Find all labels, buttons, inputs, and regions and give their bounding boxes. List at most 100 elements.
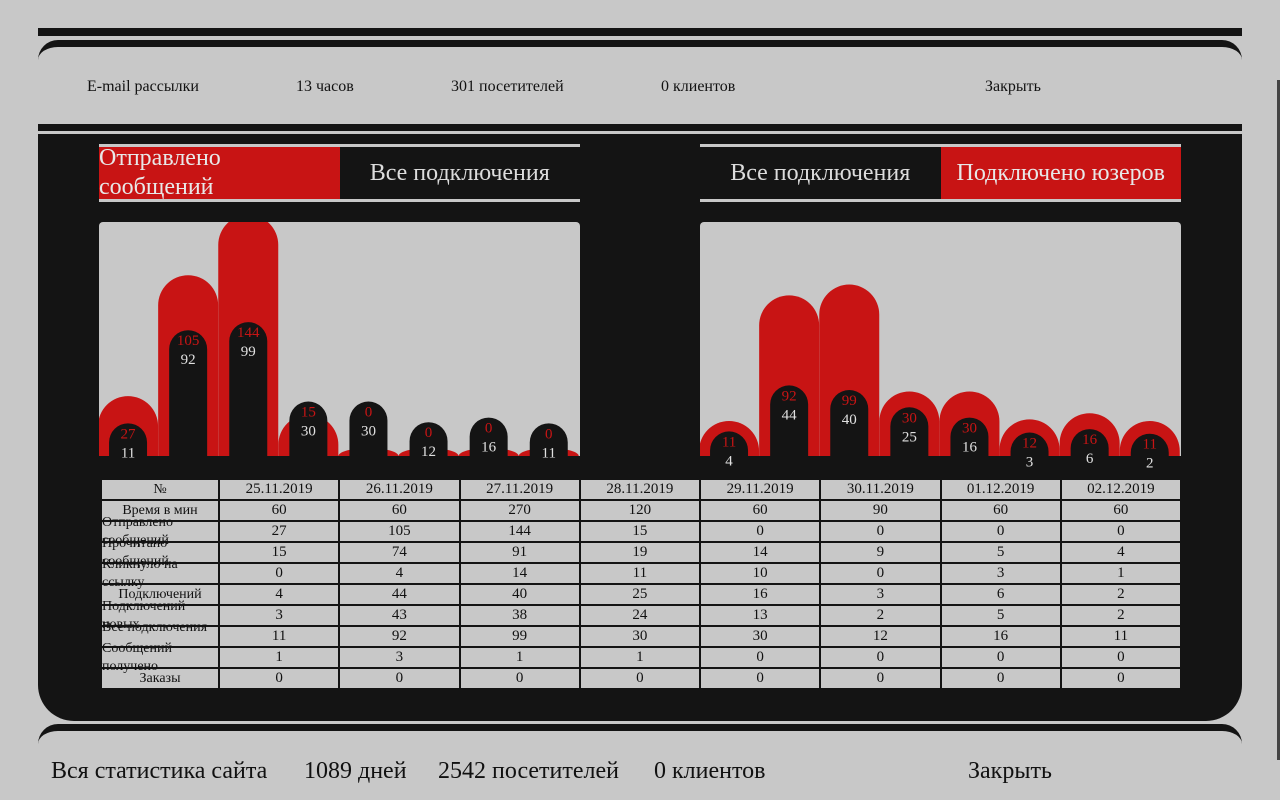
- chart-label-series-2: 99: [241, 344, 256, 360]
- chart-bar-series-2: [710, 431, 749, 456]
- table-cell: 270: [458, 499, 581, 522]
- chart-label-series-1: 30: [962, 421, 977, 437]
- tab-all-connections-left[interactable]: Все подключения: [339, 147, 580, 199]
- table-cell: 14: [458, 562, 581, 585]
- chart-label-series-1: 105: [177, 333, 200, 349]
- table-cell: 12: [819, 625, 942, 648]
- table-header-date: 27.11.2019: [458, 478, 581, 501]
- header-curve: [38, 40, 1242, 60]
- table-row-label: Все подключения: [100, 620, 220, 648]
- table-cell: 10: [698, 562, 822, 585]
- table-cell: 1: [217, 646, 341, 669]
- table-cell: 11: [578, 562, 702, 585]
- table-cell: 0: [1059, 646, 1183, 669]
- table-cell: 0: [1059, 667, 1183, 690]
- chart-bar-series-2: [109, 423, 148, 456]
- table-cell: 0: [939, 520, 1062, 543]
- table-cell: 5: [939, 604, 1062, 627]
- table-cell: 0: [698, 667, 822, 690]
- table-row-label-text: Прочитано сообщений: [102, 536, 169, 569]
- table-cell: 2: [1059, 583, 1183, 606]
- footer-close-button[interactable]: Закрыть: [968, 758, 1052, 784]
- top-divider: [38, 28, 1242, 36]
- table-cell: 3: [217, 604, 341, 627]
- footer-curve: [38, 724, 1242, 744]
- table-cell: 1: [458, 646, 581, 669]
- chart-label-series-2: 4: [725, 453, 733, 469]
- table-cell: 43: [338, 604, 461, 627]
- table-header-date: 28.11.2019: [578, 478, 702, 501]
- chart-label-series-1: 0: [365, 405, 373, 421]
- table-header-date: 30.11.2019: [819, 478, 942, 501]
- chart-label-series-2: 30: [301, 424, 316, 440]
- chart-label-series-2: 11: [121, 445, 135, 461]
- chart-label-series-2: 40: [842, 412, 857, 428]
- tab-sent-messages[interactable]: Отправлено сообщений: [99, 145, 340, 200]
- table-cell: 9: [819, 541, 942, 564]
- right-chart: 11 4 92 44 99 40 30 25 30 16 12 3 16 6 11 2: [700, 222, 1181, 472]
- chart-label-series-1: 0: [545, 426, 553, 442]
- table-cell: 0: [217, 562, 341, 585]
- table-cell: 3: [338, 646, 461, 669]
- stats-table: № 25.11.2019 26.11.2019 27.11.2019 28.11.201…: [100, 478, 1183, 690]
- table-row-label-text: Подключений новых: [102, 599, 186, 632]
- table-cell: 60: [698, 499, 822, 522]
- table-cell: 4: [217, 583, 341, 606]
- table-cell: 92: [338, 625, 461, 648]
- table-cell: 0: [819, 667, 942, 690]
- chart-bar-series-2: [169, 330, 208, 456]
- chart-label-series-2: 11: [542, 445, 556, 461]
- chart-label-series-1: 92: [782, 388, 797, 404]
- scrollbar[interactable]: [1277, 80, 1280, 760]
- table-cell: 0: [1059, 520, 1183, 543]
- table-cell: 144: [458, 520, 581, 543]
- table-cell: 0: [217, 667, 341, 690]
- header-close-button[interactable]: Закрыть: [985, 78, 1041, 95]
- header-visitors: 301 посетителей: [451, 78, 564, 95]
- table-cell: 120: [578, 499, 702, 522]
- chart-label-series-2: 12: [421, 444, 436, 460]
- table-cell: 16: [698, 583, 822, 606]
- tab-all-connections-right[interactable]: Все подключения: [700, 147, 941, 199]
- chart-label-series-1: 0: [485, 421, 493, 437]
- table-header-date: 01.12.2019: [939, 478, 1062, 501]
- chart-bar-series-2: [529, 423, 568, 456]
- table-cell: 60: [1059, 499, 1183, 522]
- footer-days: 1089 дней: [304, 758, 407, 784]
- table-cell: 60: [217, 499, 341, 522]
- chart-label-series-1: 11: [722, 434, 736, 450]
- chart-label-series-1: 99: [842, 393, 857, 409]
- table-header-date: 26.11.2019: [338, 478, 461, 501]
- chart-bar-series-2: [289, 401, 328, 456]
- right-tabs: Все подключения Подключено юзеров: [700, 144, 1181, 202]
- table-cell: 30: [578, 625, 702, 648]
- chart-bar-series-2: [770, 385, 809, 456]
- header-clients: 0 клиентов: [661, 78, 736, 95]
- table-row-label-text: Сообщений получено: [102, 641, 172, 674]
- chart-label-series-1: 12: [1022, 436, 1037, 452]
- chart-label-series-1: 30: [902, 410, 917, 426]
- table-row-label: Время в мин: [100, 499, 220, 522]
- table-row: Подключений новых 3 43 38 24 13 2 5 2: [100, 599, 1183, 632]
- table-row-label: Заказы: [100, 667, 220, 690]
- table-header-number: №: [100, 478, 220, 501]
- table-row: Подключений 4 44 40 25 16 3 6 2: [100, 583, 1183, 606]
- chart-bar-series-2: [349, 401, 388, 456]
- table-cell: 30: [698, 625, 822, 648]
- table-row: Кликнуло на ссылку 0 4 14 11 10 0 3 1: [100, 557, 1183, 590]
- table-row-label: Подключений: [100, 583, 220, 606]
- table-cell: 0: [819, 646, 942, 669]
- table-cell: 2: [1059, 604, 1183, 627]
- right-chart-svg: 11 4 92 44 99 40 30 25 30 16 12 3 16 6 11 2: [700, 284, 1181, 472]
- chart-label-series-1: 0: [425, 425, 433, 441]
- table-cell: 13: [698, 604, 822, 627]
- table-cell: 91: [458, 541, 581, 564]
- table-cell: 105: [338, 520, 461, 543]
- tab-connected-users[interactable]: Подключено юзеров: [940, 147, 1181, 199]
- left-chart: 27 11 105 92 144 99 15 30 0 30 0 12 0 16 0 11: [99, 222, 580, 472]
- table-cell: 2: [819, 604, 942, 627]
- table-row: Время в мин 60 60 270 120 60 90 60 60: [100, 499, 1183, 522]
- chart-label-series-2: 16: [481, 440, 497, 456]
- table-row: Все подключения 11 92 99 30 30 12 16 11: [100, 620, 1183, 648]
- table-cell: 90: [819, 499, 942, 522]
